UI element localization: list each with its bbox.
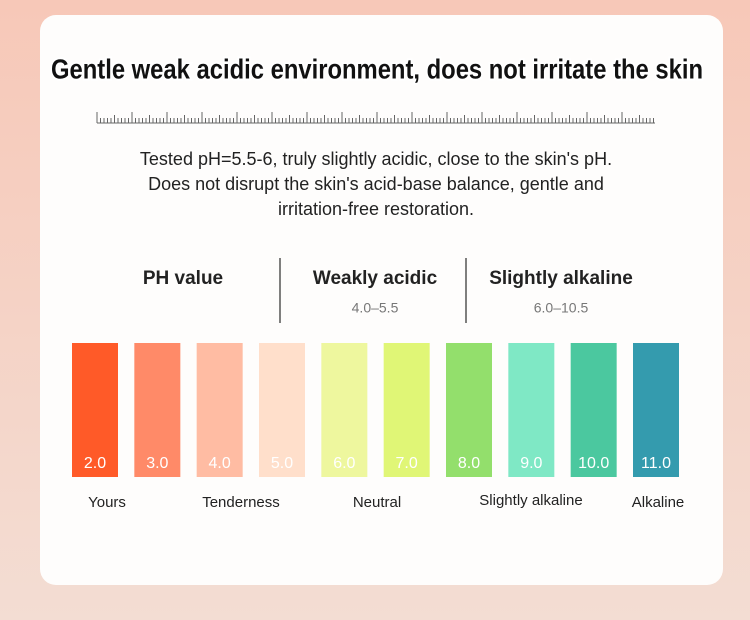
swatch (633, 343, 679, 477)
column-title: Slightly alkaline (489, 268, 633, 289)
swatch-label: 5.0 (271, 455, 293, 472)
swatch (259, 343, 305, 477)
column-title: Weakly acidic (313, 268, 438, 289)
column-range: 6.0–10.5 (534, 300, 589, 316)
scale-label: Tenderness (202, 494, 280, 511)
swatches: 2.0 3.0 4.0 5.0 6.0 7.0 8.0 9.0 10.0 11.0 (72, 343, 679, 477)
swatch (570, 343, 617, 477)
scale-label: Neutral (353, 494, 401, 511)
scale-label: Slightly alkaline (479, 492, 582, 509)
column-title: PH value (143, 268, 223, 289)
swatch-label: 6.0 (333, 455, 355, 472)
description-line: irritation-free restoration. (278, 199, 474, 219)
swatch (383, 343, 430, 477)
swatch-label: 11.0 (641, 455, 671, 472)
swatch (508, 343, 555, 477)
ruler (96, 112, 655, 124)
description-line: Does not disrupt the skin's acid-base ba… (148, 174, 604, 194)
title: Gentle weak acidic environment, does not… (51, 53, 703, 84)
swatch-label: 9.0 (520, 455, 542, 472)
swatch-label: 7.0 (396, 455, 418, 472)
swatch (446, 343, 492, 477)
scale-label: Alkaline (632, 494, 685, 511)
scale-label: Yours (88, 494, 126, 511)
swatch (196, 343, 243, 477)
swatch (134, 343, 181, 477)
swatch-label: 2.0 (84, 455, 106, 472)
swatch-label: 8.0 (458, 455, 480, 472)
column-range: 4.0–5.5 (352, 300, 399, 316)
swatch (72, 343, 118, 477)
swatch-label: 10.0 (578, 455, 609, 472)
swatch-label: 4.0 (209, 455, 231, 472)
swatch-label: 3.0 (146, 455, 168, 472)
swatch (321, 343, 368, 477)
description-line: Tested pH=5.5-6, truly slightly acidic, … (140, 149, 612, 169)
